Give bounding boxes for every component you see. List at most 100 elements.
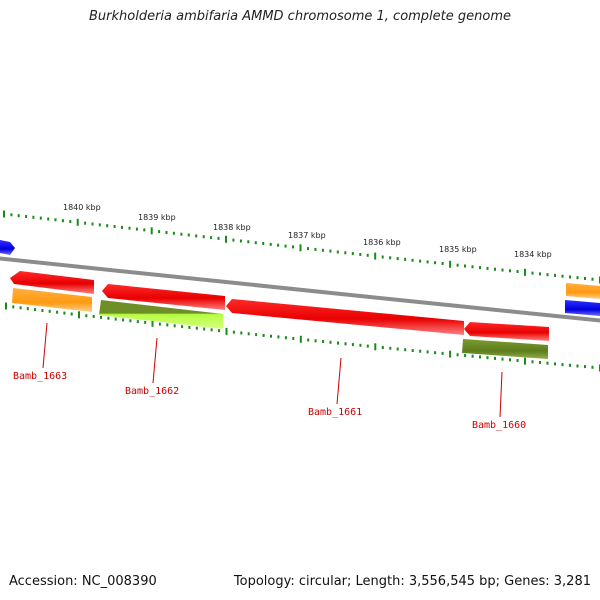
outer-ruler-minor-tick <box>172 231 175 235</box>
outer-ruler-minor-tick <box>195 234 198 238</box>
inner-ruler-minor-tick <box>26 307 29 311</box>
outer-ruler-minor-tick <box>84 221 87 225</box>
outer-ruler-minor-tick <box>434 261 437 265</box>
outer-ruler-minor-tick <box>39 216 42 220</box>
inner-ruler-minor-tick <box>114 317 117 321</box>
gene-box-edge-right-orange[interactable] <box>566 283 600 299</box>
outer-ruler-minor-tick <box>576 276 579 280</box>
topology-text: Topology: circular; Length: 3,556,545 bp… <box>233 574 591 589</box>
outer-ruler-major-tick <box>449 260 452 268</box>
inner-ruler-minor-tick <box>509 358 511 362</box>
gene-label-bamb-1663[interactable]: Bamb_1663 <box>13 371 67 382</box>
inner-ruler-major-tick <box>5 302 7 310</box>
inner-ruler-minor-tick <box>122 318 125 322</box>
outer-ruler-minor-tick <box>292 245 294 249</box>
gene-arrow-bamb-1663[interactable] <box>10 271 94 294</box>
outer-ruler-minor-tick <box>501 268 504 272</box>
inner-ruler-minor-tick <box>158 322 161 326</box>
outer-ruler-major-tick <box>3 210 5 218</box>
ruler-label-1838: 1838 kbp <box>213 223 251 232</box>
inner-ruler-minor-tick <box>12 305 15 309</box>
inner-ruler-minor-tick <box>381 346 384 349</box>
inner-ruler-minor-tick <box>307 338 310 342</box>
outer-ruler-major-tick <box>76 218 79 226</box>
inner-ruler-major-tick <box>78 311 80 319</box>
gene-box-edge-right-blue[interactable] <box>565 300 600 316</box>
outer-ruler-minor-tick <box>464 264 466 268</box>
outer-ruler-major-tick <box>374 252 377 260</box>
outer-ruler-minor-tick <box>539 272 541 276</box>
inner-ruler-minor-tick <box>441 351 444 355</box>
gene-arrow-edge-left-blue[interactable] <box>0 240 15 255</box>
gene-arrow-bamb-1661[interactable] <box>226 299 464 335</box>
gene-arrow-bamb-1662[interactable] <box>102 284 225 310</box>
inner-ruler-minor-tick <box>546 361 549 365</box>
inner-ruler-minor-tick <box>173 324 176 328</box>
outer-ruler-minor-tick <box>546 273 549 277</box>
inner-ruler-minor-tick <box>389 346 392 350</box>
inner-ruler-minor-tick <box>136 320 139 324</box>
outer-ruler-minor-tick <box>180 232 183 236</box>
gene-label-bamb-1661[interactable]: Bamb_1661 <box>308 407 362 418</box>
outer-ruler-minor-tick <box>54 218 57 222</box>
inner-ruler-minor-tick <box>554 362 556 366</box>
inner-ruler-minor-tick <box>19 306 22 310</box>
inner-ruler-minor-tick <box>48 309 51 313</box>
inner-ruler-minor-tick <box>262 333 265 337</box>
inner-ruler-minor-tick <box>329 340 332 344</box>
inner-ruler-minor-tick <box>203 327 206 331</box>
outer-ruler-minor-tick <box>61 219 64 223</box>
outer-ruler-minor-tick <box>128 226 131 230</box>
inner-ruler-minor-tick <box>92 315 95 318</box>
inner-ruler-minor-tick <box>531 360 534 364</box>
outer-ruler-minor-tick <box>486 266 489 270</box>
outer-ruler-minor-tick <box>32 215 35 219</box>
inner-ruler-major-tick <box>374 343 377 351</box>
inner-ruler-minor-tick <box>34 308 37 312</box>
outer-ruler-minor-tick <box>344 251 347 255</box>
outer-ruler-minor-tick <box>10 213 13 217</box>
callout-line-bamb-1661 <box>336 357 342 405</box>
outer-ruler-minor-tick <box>591 277 594 281</box>
outer-ruler-minor-tick <box>479 266 481 270</box>
inner-ruler-minor-tick <box>569 363 571 367</box>
outer-ruler-minor-tick <box>91 222 94 226</box>
inner-ruler-minor-tick <box>486 356 489 360</box>
outer-ruler-minor-tick <box>307 247 309 251</box>
outer-ruler-minor-tick <box>187 233 190 237</box>
ruler-label-1836: 1836 kbp <box>363 238 401 247</box>
outer-ruler-minor-tick <box>554 273 556 277</box>
outer-ruler-minor-tick <box>277 243 280 247</box>
inner-ruler-minor-tick <box>464 354 467 357</box>
inner-ruler-minor-tick <box>479 355 481 359</box>
inner-ruler-minor-tick <box>195 326 198 330</box>
inner-ruler-minor-tick <box>471 354 474 358</box>
gene-box-bamb-1660-track2[interactable] <box>462 339 548 359</box>
gene-box-bamb-1663-track2[interactable] <box>12 288 92 312</box>
inner-ruler-minor-tick <box>85 314 88 318</box>
outer-ruler-minor-tick <box>121 225 123 229</box>
gene-label-bamb-1660[interactable]: Bamb_1660 <box>472 420 526 431</box>
outer-ruler-minor-tick <box>456 263 459 267</box>
outer-ruler-minor-tick <box>381 255 384 259</box>
inner-ruler-minor-tick <box>255 333 258 337</box>
inner-ruler-minor-tick <box>419 349 422 353</box>
outer-ruler-minor-tick <box>419 259 422 263</box>
outer-ruler-minor-tick <box>561 274 564 278</box>
callout-line-bamb-1660 <box>499 371 503 418</box>
outer-ruler-minor-tick <box>411 258 414 262</box>
inner-ruler-minor-tick <box>270 334 272 338</box>
inner-ruler-minor-tick <box>210 328 213 332</box>
inner-ruler-minor-tick <box>181 325 184 329</box>
outer-ruler-minor-tick <box>158 230 161 234</box>
gene-arrow-bamb-1660[interactable] <box>464 322 549 341</box>
outer-ruler-minor-tick <box>47 217 50 221</box>
gene-box-bamb-1662-track2[interactable] <box>99 300 223 329</box>
ruler-label-1837: 1837 kbp <box>288 231 326 240</box>
ruler-label-1834: 1834 kbp <box>514 250 552 259</box>
gene-label-bamb-1662[interactable]: Bamb_1662 <box>125 386 179 397</box>
outer-ruler-minor-tick <box>389 256 392 260</box>
inner-ruler-minor-tick <box>277 335 280 339</box>
outer-ruler-minor-tick <box>494 267 496 271</box>
